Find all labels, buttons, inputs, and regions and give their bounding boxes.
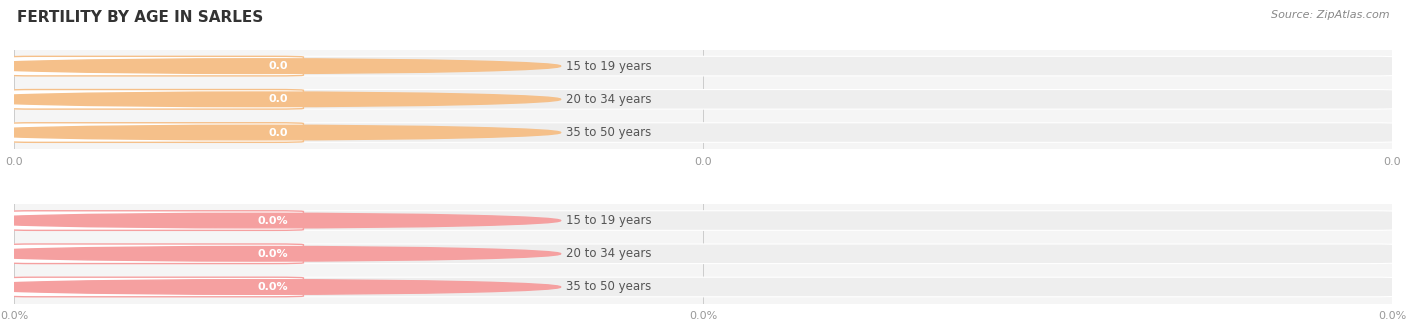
Text: 20 to 34 years: 20 to 34 years [567, 247, 652, 260]
FancyBboxPatch shape [7, 123, 1399, 142]
Bar [14, 83, 1392, 116]
Text: 0.0%: 0.0% [257, 215, 288, 226]
FancyBboxPatch shape [7, 123, 304, 142]
FancyBboxPatch shape [7, 56, 1399, 76]
Text: 15 to 19 years: 15 to 19 years [567, 60, 652, 73]
Text: 15 to 19 years: 15 to 19 years [567, 214, 652, 227]
Text: 35 to 50 years: 35 to 50 years [567, 280, 651, 293]
Text: 0.0: 0.0 [269, 61, 288, 71]
FancyBboxPatch shape [7, 244, 304, 264]
FancyBboxPatch shape [7, 211, 304, 230]
Bar [14, 204, 1392, 237]
Text: 0.0: 0.0 [269, 94, 288, 104]
Circle shape [0, 59, 561, 74]
FancyBboxPatch shape [7, 277, 1399, 297]
Bar [14, 50, 1392, 83]
Text: FERTILITY BY AGE IN SARLES: FERTILITY BY AGE IN SARLES [17, 10, 263, 25]
Text: 0.0%: 0.0% [257, 249, 288, 259]
FancyBboxPatch shape [7, 56, 304, 76]
FancyBboxPatch shape [7, 211, 1399, 230]
Circle shape [0, 92, 561, 107]
Text: Source: ZipAtlas.com: Source: ZipAtlas.com [1271, 10, 1389, 20]
Text: 0.0: 0.0 [269, 127, 288, 138]
Text: 35 to 50 years: 35 to 50 years [567, 126, 651, 139]
Bar [14, 270, 1392, 304]
Bar [14, 237, 1392, 270]
Circle shape [0, 213, 561, 228]
FancyBboxPatch shape [7, 277, 304, 297]
Text: 0.0%: 0.0% [257, 282, 288, 292]
FancyBboxPatch shape [7, 89, 1399, 109]
FancyBboxPatch shape [7, 89, 304, 109]
Text: 20 to 34 years: 20 to 34 years [567, 93, 652, 106]
Circle shape [0, 247, 561, 261]
FancyBboxPatch shape [7, 244, 1399, 264]
Circle shape [0, 125, 561, 140]
Bar [14, 116, 1392, 149]
Circle shape [0, 280, 561, 294]
